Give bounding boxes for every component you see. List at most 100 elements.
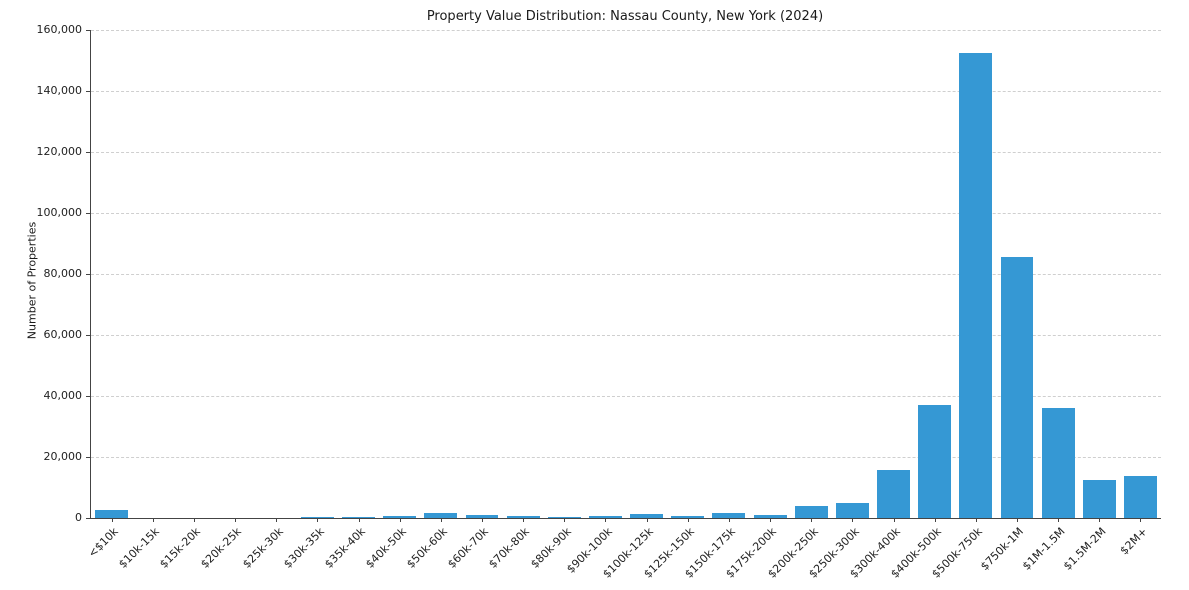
x-tick-mark — [564, 518, 566, 522]
bar-$70k-80k — [506, 515, 540, 518]
x-tick-mark — [1140, 518, 1142, 522]
x-tick-label: $1.5M-2M — [1060, 525, 1109, 573]
x-tick-label: $15k-20k — [157, 525, 204, 571]
bar-slot — [173, 30, 214, 518]
y-tick-mark — [86, 213, 90, 214]
x-tick-mark — [276, 518, 278, 522]
bar-slot — [914, 30, 955, 518]
bar-slot — [750, 30, 791, 518]
bar-slot — [1038, 30, 1079, 518]
y-tick-mark — [86, 30, 90, 31]
bar-$175k-200k — [753, 514, 787, 518]
chart-title: Property Value Distribution: Nassau Coun… — [426, 9, 824, 24]
x-tick-mark — [975, 518, 977, 522]
bar-$1.5M-2M — [1082, 479, 1116, 518]
x-tick-mark — [358, 518, 360, 522]
y-tick-label: 40,000 — [43, 389, 83, 402]
y-tick-label: 140,000 — [36, 84, 83, 97]
x-tick-label: $35k-40k — [321, 525, 368, 571]
bar-slot — [214, 30, 255, 518]
x-tick-label: $25k-30k — [239, 525, 286, 571]
bar-$40k-50k — [383, 516, 417, 518]
y-tick-mark — [86, 335, 90, 336]
bar-$80k-90k — [547, 517, 581, 518]
x-tick-label: $20k-25k — [198, 525, 245, 571]
bar-slot — [626, 30, 667, 518]
bar-$100k-125k — [630, 514, 664, 518]
bar-$400k-500k — [918, 405, 952, 518]
x-tick-mark — [1016, 518, 1018, 522]
bar-$50k-60k — [424, 513, 458, 518]
x-tick-mark — [728, 518, 730, 522]
plot-area: <$10k $10k-15k $15k-20k $20k-25k $25k-30k $30… — [86, 30, 1161, 581]
bar-$500k-750k — [959, 52, 993, 518]
y-tick-mark — [86, 91, 90, 92]
bar-slot — [585, 30, 626, 518]
bar-slot — [91, 30, 132, 518]
y-tick-mark — [86, 274, 90, 275]
bar-$2M+ — [1124, 475, 1157, 518]
bar-slot — [461, 30, 502, 518]
bars-container — [91, 30, 1161, 518]
bar-slot — [873, 30, 914, 518]
x-tick-label: $70k-80k — [486, 525, 533, 571]
x-tick-mark — [399, 518, 401, 522]
bar-$90k-100k — [588, 515, 622, 518]
y-tick-mark — [86, 396, 90, 397]
y-tick-mark — [86, 518, 90, 519]
x-tick-label: $60k-70k — [445, 525, 492, 571]
bar-slot — [708, 30, 749, 518]
y-tick-label: 120,000 — [36, 145, 83, 158]
bar-$300k-400k — [877, 469, 910, 518]
x-tick-label: $10k-15k — [116, 525, 162, 571]
bar-$200k-250k — [794, 506, 828, 518]
bar-$750k-1M — [1000, 257, 1034, 518]
x-tick-mark — [440, 518, 442, 522]
gridline — [91, 335, 1161, 336]
bar-slot — [338, 30, 379, 518]
x-tick-mark — [770, 518, 772, 522]
x-tick-mark — [646, 518, 648, 522]
x-tick-label: $2M+ — [1117, 525, 1150, 558]
x-tick-mark — [1099, 518, 1101, 522]
y-tick-label: 160,000 — [36, 23, 83, 36]
x-tick-mark — [152, 518, 154, 522]
gridline — [91, 30, 1161, 31]
x-tick-mark — [893, 518, 895, 522]
bar-slot — [667, 30, 708, 518]
x-tick-mark — [111, 518, 113, 522]
bar-slot — [132, 30, 173, 518]
x-tick-label: $50k-60k — [404, 525, 451, 571]
gridline — [91, 91, 1161, 92]
bar-$1M-1.5M — [1041, 408, 1075, 518]
y-tick-mark — [86, 457, 90, 458]
x-tick-label: $1M-1.5M — [1019, 525, 1068, 573]
bar-slot — [256, 30, 297, 518]
y-tick-mark — [86, 152, 90, 153]
bar-slot — [1120, 30, 1161, 518]
x-tick-label: $40k-50k — [363, 525, 409, 571]
y-tick-label: 20,000 — [43, 450, 83, 463]
gridline — [91, 152, 1161, 153]
y-tick-label: 60,000 — [43, 328, 83, 341]
bar-slot — [791, 30, 832, 518]
x-tick-mark — [605, 518, 607, 522]
bar-$150k-175k — [712, 513, 746, 518]
x-tick-mark — [687, 518, 689, 522]
bar-$125k-150k — [671, 515, 705, 518]
x-tick-mark — [317, 518, 319, 522]
gridline — [91, 457, 1161, 458]
bar-slot — [420, 30, 461, 518]
y-tick-label: 80,000 — [43, 267, 83, 280]
bar-slot — [544, 30, 585, 518]
x-tick-label: <$10k — [85, 525, 121, 561]
gridline — [91, 274, 1161, 275]
bar-$35k-40k — [342, 517, 375, 518]
bar-$30k-35k — [300, 517, 334, 518]
bar-slot — [1079, 30, 1120, 518]
x-tick-label: $30k-35k — [280, 525, 327, 571]
bar-<$10k — [95, 510, 129, 518]
x-tick-label: $750k-1M — [978, 525, 1027, 573]
bar-$250k-300k — [835, 503, 869, 518]
